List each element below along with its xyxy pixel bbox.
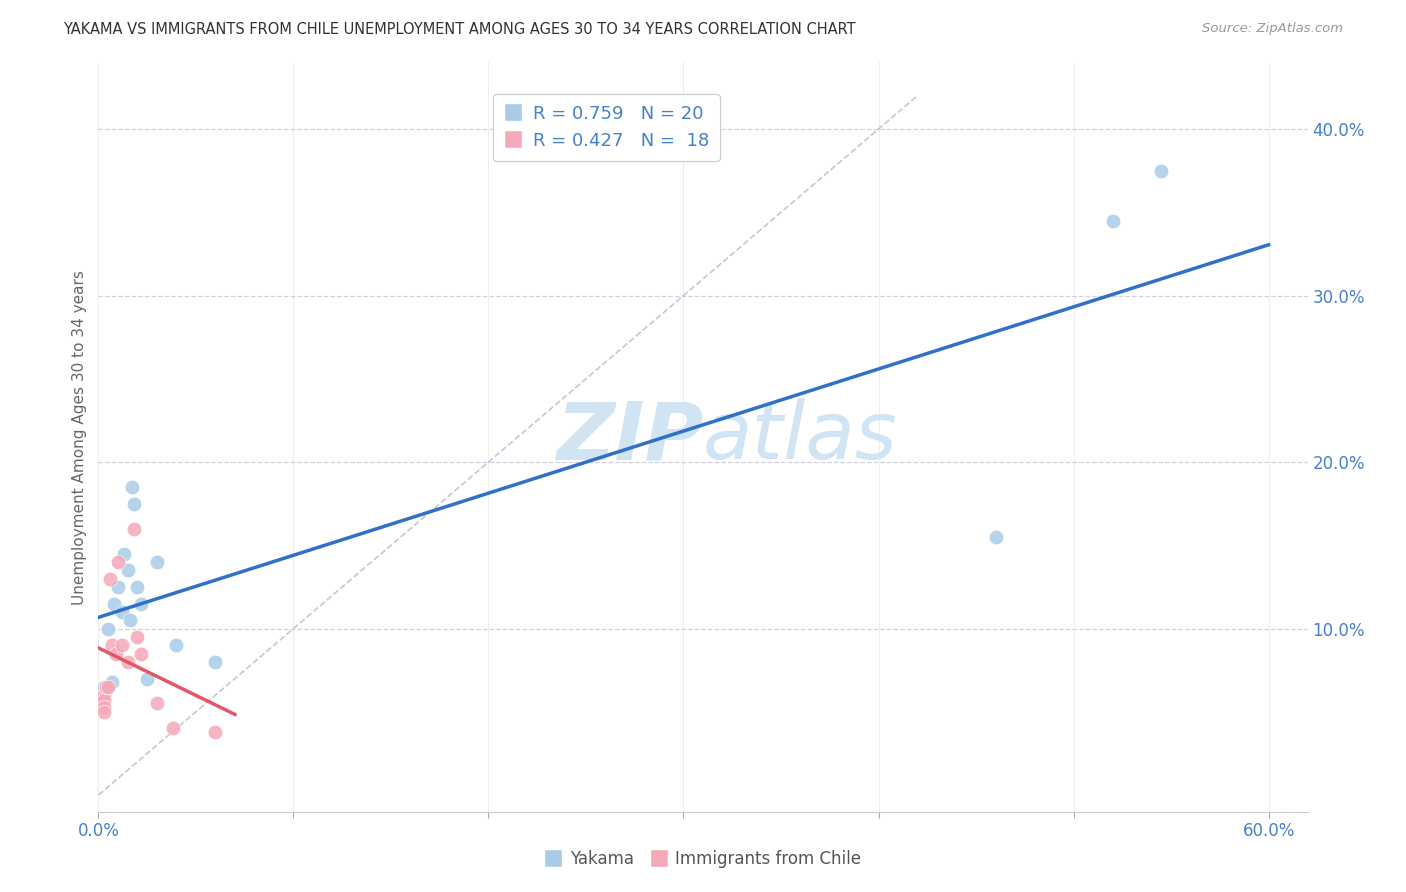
Point bbox=[111, 605, 134, 619]
Point bbox=[97, 680, 120, 694]
Point bbox=[121, 480, 143, 494]
Point bbox=[112, 547, 135, 561]
Point bbox=[204, 655, 226, 669]
Point bbox=[131, 597, 153, 611]
Text: Source: ZipAtlas.com: Source: ZipAtlas.com bbox=[1202, 22, 1343, 36]
Point bbox=[146, 697, 169, 711]
Point bbox=[136, 672, 159, 686]
Point bbox=[146, 555, 169, 569]
Point bbox=[101, 638, 124, 652]
Point bbox=[103, 597, 125, 611]
Point bbox=[93, 688, 115, 702]
Point bbox=[104, 647, 127, 661]
Point bbox=[96, 680, 118, 694]
Point bbox=[204, 724, 226, 739]
Point bbox=[1101, 213, 1123, 227]
Point bbox=[107, 555, 129, 569]
Point bbox=[93, 705, 115, 719]
Point bbox=[1150, 163, 1173, 178]
Point bbox=[122, 522, 145, 536]
Text: ZIP: ZIP bbox=[555, 398, 703, 476]
Point bbox=[984, 530, 1007, 544]
Point bbox=[101, 674, 124, 689]
Point bbox=[131, 647, 153, 661]
Point bbox=[111, 638, 134, 652]
Point bbox=[98, 572, 121, 586]
Y-axis label: Unemployment Among Ages 30 to 34 years: Unemployment Among Ages 30 to 34 years bbox=[72, 269, 87, 605]
Point bbox=[97, 622, 120, 636]
Point bbox=[93, 699, 115, 714]
Point bbox=[118, 613, 141, 627]
Point bbox=[127, 580, 149, 594]
Point bbox=[117, 655, 139, 669]
Point bbox=[93, 693, 115, 707]
Point bbox=[162, 722, 184, 736]
Point bbox=[122, 497, 145, 511]
Legend: R = 0.759   N = 20, R = 0.427   N =  18: R = 0.759 N = 20, R = 0.427 N = 18 bbox=[494, 94, 720, 161]
Legend: Yakama, Immigrants from Chile: Yakama, Immigrants from Chile bbox=[538, 844, 868, 875]
Text: YAKAMA VS IMMIGRANTS FROM CHILE UNEMPLOYMENT AMONG AGES 30 TO 34 YEARS CORRELATI: YAKAMA VS IMMIGRANTS FROM CHILE UNEMPLOY… bbox=[63, 22, 856, 37]
Point bbox=[165, 638, 187, 652]
Text: atlas: atlas bbox=[703, 398, 898, 476]
Point bbox=[93, 680, 115, 694]
Point bbox=[117, 563, 139, 577]
Point bbox=[107, 580, 129, 594]
Point bbox=[127, 630, 149, 644]
